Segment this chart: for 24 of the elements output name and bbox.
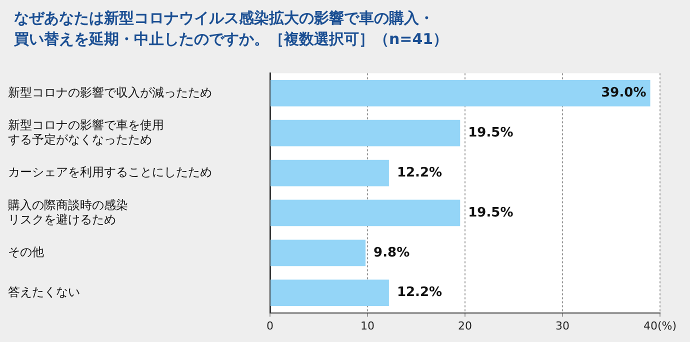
data-label: 39.0%	[601, 86, 646, 101]
bar	[270, 160, 389, 186]
x-tick-label: 30	[556, 319, 570, 332]
y-tick-label: 購入の際商談時の感染リスクを避けるため	[8, 198, 128, 226]
x-tick-label: 0	[266, 319, 274, 332]
data-label: 19.5%	[468, 205, 514, 220]
y-tick-label: その他	[8, 245, 44, 260]
bar	[270, 200, 460, 226]
data-label: 12.2%	[396, 165, 442, 180]
y-tick-label: 新型コロナの影響で収入が減ったため	[8, 85, 212, 100]
chart-title: なぜあなたは新型コロナウイルス感染拡大の影響で車の購入・買い替えを延期・中止したのですか。［複数選択可］（n=41）	[14, 8, 450, 50]
x-tick-label: 20	[458, 319, 472, 332]
y-tick-label: 答えたくない	[8, 284, 80, 299]
data-label: 19.5%	[468, 125, 514, 140]
bar	[270, 280, 389, 306]
y-tick-label: カーシェアを利用することにしたため	[8, 165, 212, 180]
bar	[270, 80, 650, 106]
data-label: 9.8%	[374, 245, 410, 260]
x-tick-label: 40(%)	[643, 319, 677, 332]
y-tick-label: 新型コロナの影響で車を使用する予定がなくなったため	[8, 118, 164, 146]
x-tick-label: 10	[360, 319, 374, 332]
bar	[270, 120, 460, 146]
data-label: 12.2%	[396, 285, 442, 300]
bar	[270, 240, 366, 266]
